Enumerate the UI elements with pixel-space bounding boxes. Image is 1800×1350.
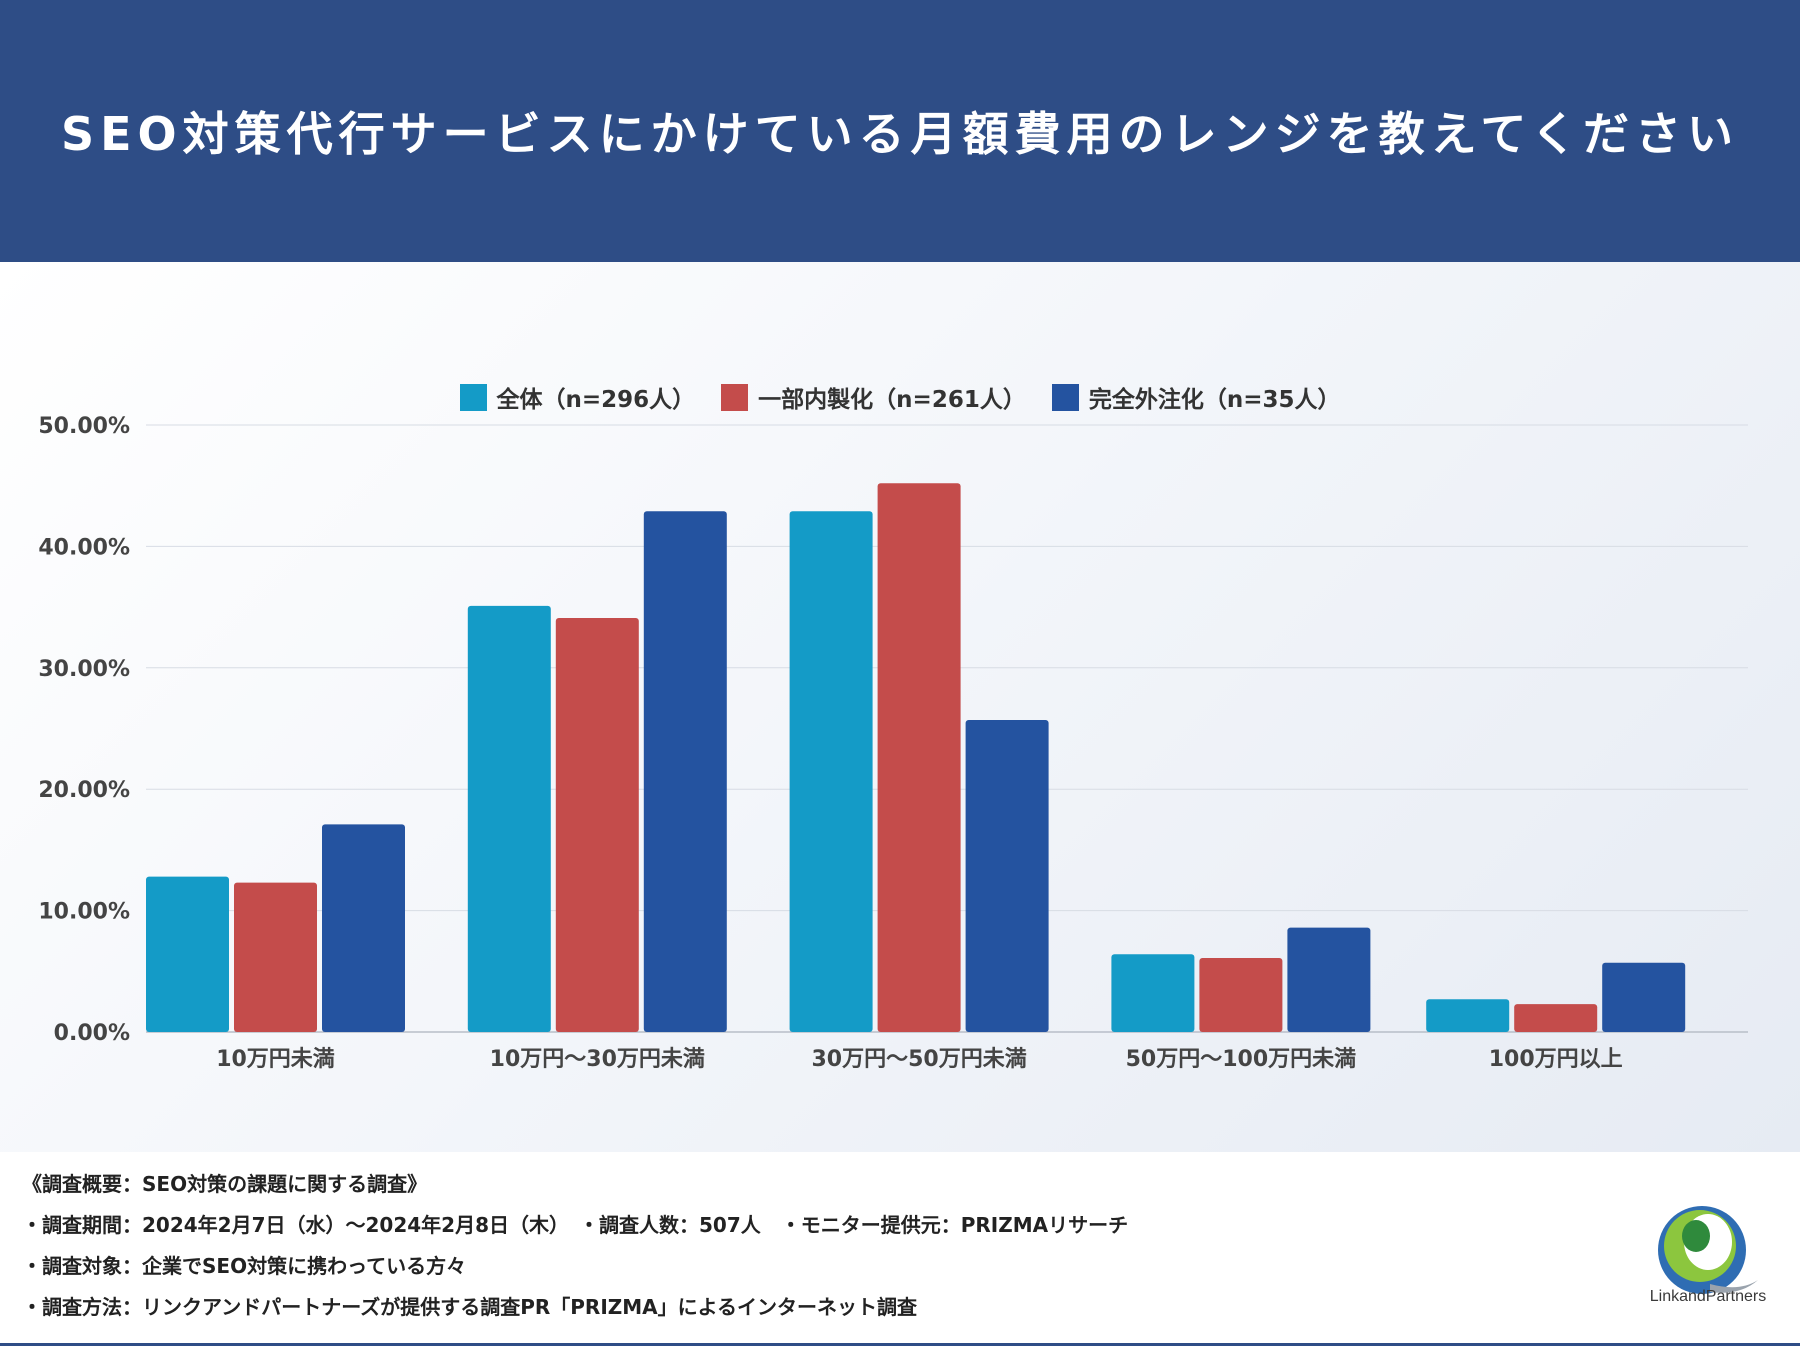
survey-method-note: ・調査方法：リンクアンドパートナーズが提供する調査PR「PRIZMA」によるイン… — [22, 1295, 918, 1319]
bar — [322, 824, 405, 1032]
link-and-partners-logo-icon — [1658, 1206, 1758, 1294]
y-tick-label: 20.00% — [38, 778, 130, 803]
page-title: SEO対策代行サービスにかけている月額費用のレンジを教えてください — [61, 107, 1739, 161]
bar — [234, 882, 317, 1032]
bar — [1199, 957, 1283, 1032]
bar — [789, 511, 873, 1033]
y-tick-label: 10.00% — [38, 900, 130, 925]
survey-footer — [0, 1152, 1800, 1350]
x-tick-label: 50万円〜100万円未満 — [1126, 1046, 1357, 1072]
legend-item: 完全外注化（n=35人） — [1051, 380, 1341, 414]
legend-item: 一部内製化（n=261人） — [721, 380, 1026, 414]
x-tick-label: 10万円未満 — [216, 1046, 335, 1072]
bar — [1514, 1004, 1598, 1032]
y-tick-label: 30.00% — [38, 657, 130, 682]
chart-panel: 0.00% 10.00% 20.00% 30.00% 40.00% 50.00% 10万円未… — [0, 262, 1800, 1152]
footer-divider — [0, 1343, 1800, 1346]
survey-period-note: ・調査期間：2024年2月7日（水）〜2024年2月8日（木） ・調査人数：50… — [22, 1213, 1129, 1237]
y-tick-label: 50.00% — [38, 414, 130, 439]
legend-swatch — [1051, 383, 1079, 411]
bar — [555, 618, 639, 1032]
bar — [467, 605, 551, 1032]
survey-target-note: ・調査対象：企業でSEO対策に携わっている方々 — [22, 1254, 467, 1278]
bar — [1287, 927, 1371, 1032]
bar — [1111, 954, 1195, 1032]
bar — [643, 511, 727, 1033]
bar — [146, 876, 229, 1032]
bar — [1426, 999, 1510, 1032]
y-tick-label: 0.00% — [54, 1021, 130, 1046]
bar — [1602, 962, 1686, 1032]
chart-legend: 全体（n=296人） 一部内製化（n=261人） 完全外注化（n=35人） — [0, 380, 1800, 414]
bar — [965, 720, 1049, 1032]
legend-label: 完全外注化（n=35人） — [1088, 387, 1341, 413]
x-tick-label: 100万円以上 — [1489, 1047, 1623, 1072]
legend-swatch — [459, 383, 487, 411]
legend-label: 全体（n=296人） — [496, 387, 696, 413]
legend-item: 全体（n=296人） — [459, 380, 696, 414]
header-banner: SEO対策代行サービスにかけている月額費用のレンジを教えてください — [0, 0, 1800, 262]
legend-label: 一部内製化（n=261人） — [758, 387, 1026, 413]
bar-chart: 0.00% 10.00% 20.00% 30.00% 40.00% 50.00% 10万円未… — [38, 414, 1748, 1072]
survey-title-note: 《調査概要：SEO対策の課題に関する調査》 — [22, 1172, 428, 1196]
x-tick-label: 10万円〜30万円未満 — [490, 1046, 705, 1072]
legend-swatch — [721, 383, 749, 411]
bar — [877, 483, 961, 1033]
y-tick-label: 40.00% — [38, 535, 130, 560]
x-tick-label: 30万円〜50万円未満 — [811, 1046, 1026, 1072]
logo-wordmark: LinkandPartners — [1649, 1288, 1767, 1305]
